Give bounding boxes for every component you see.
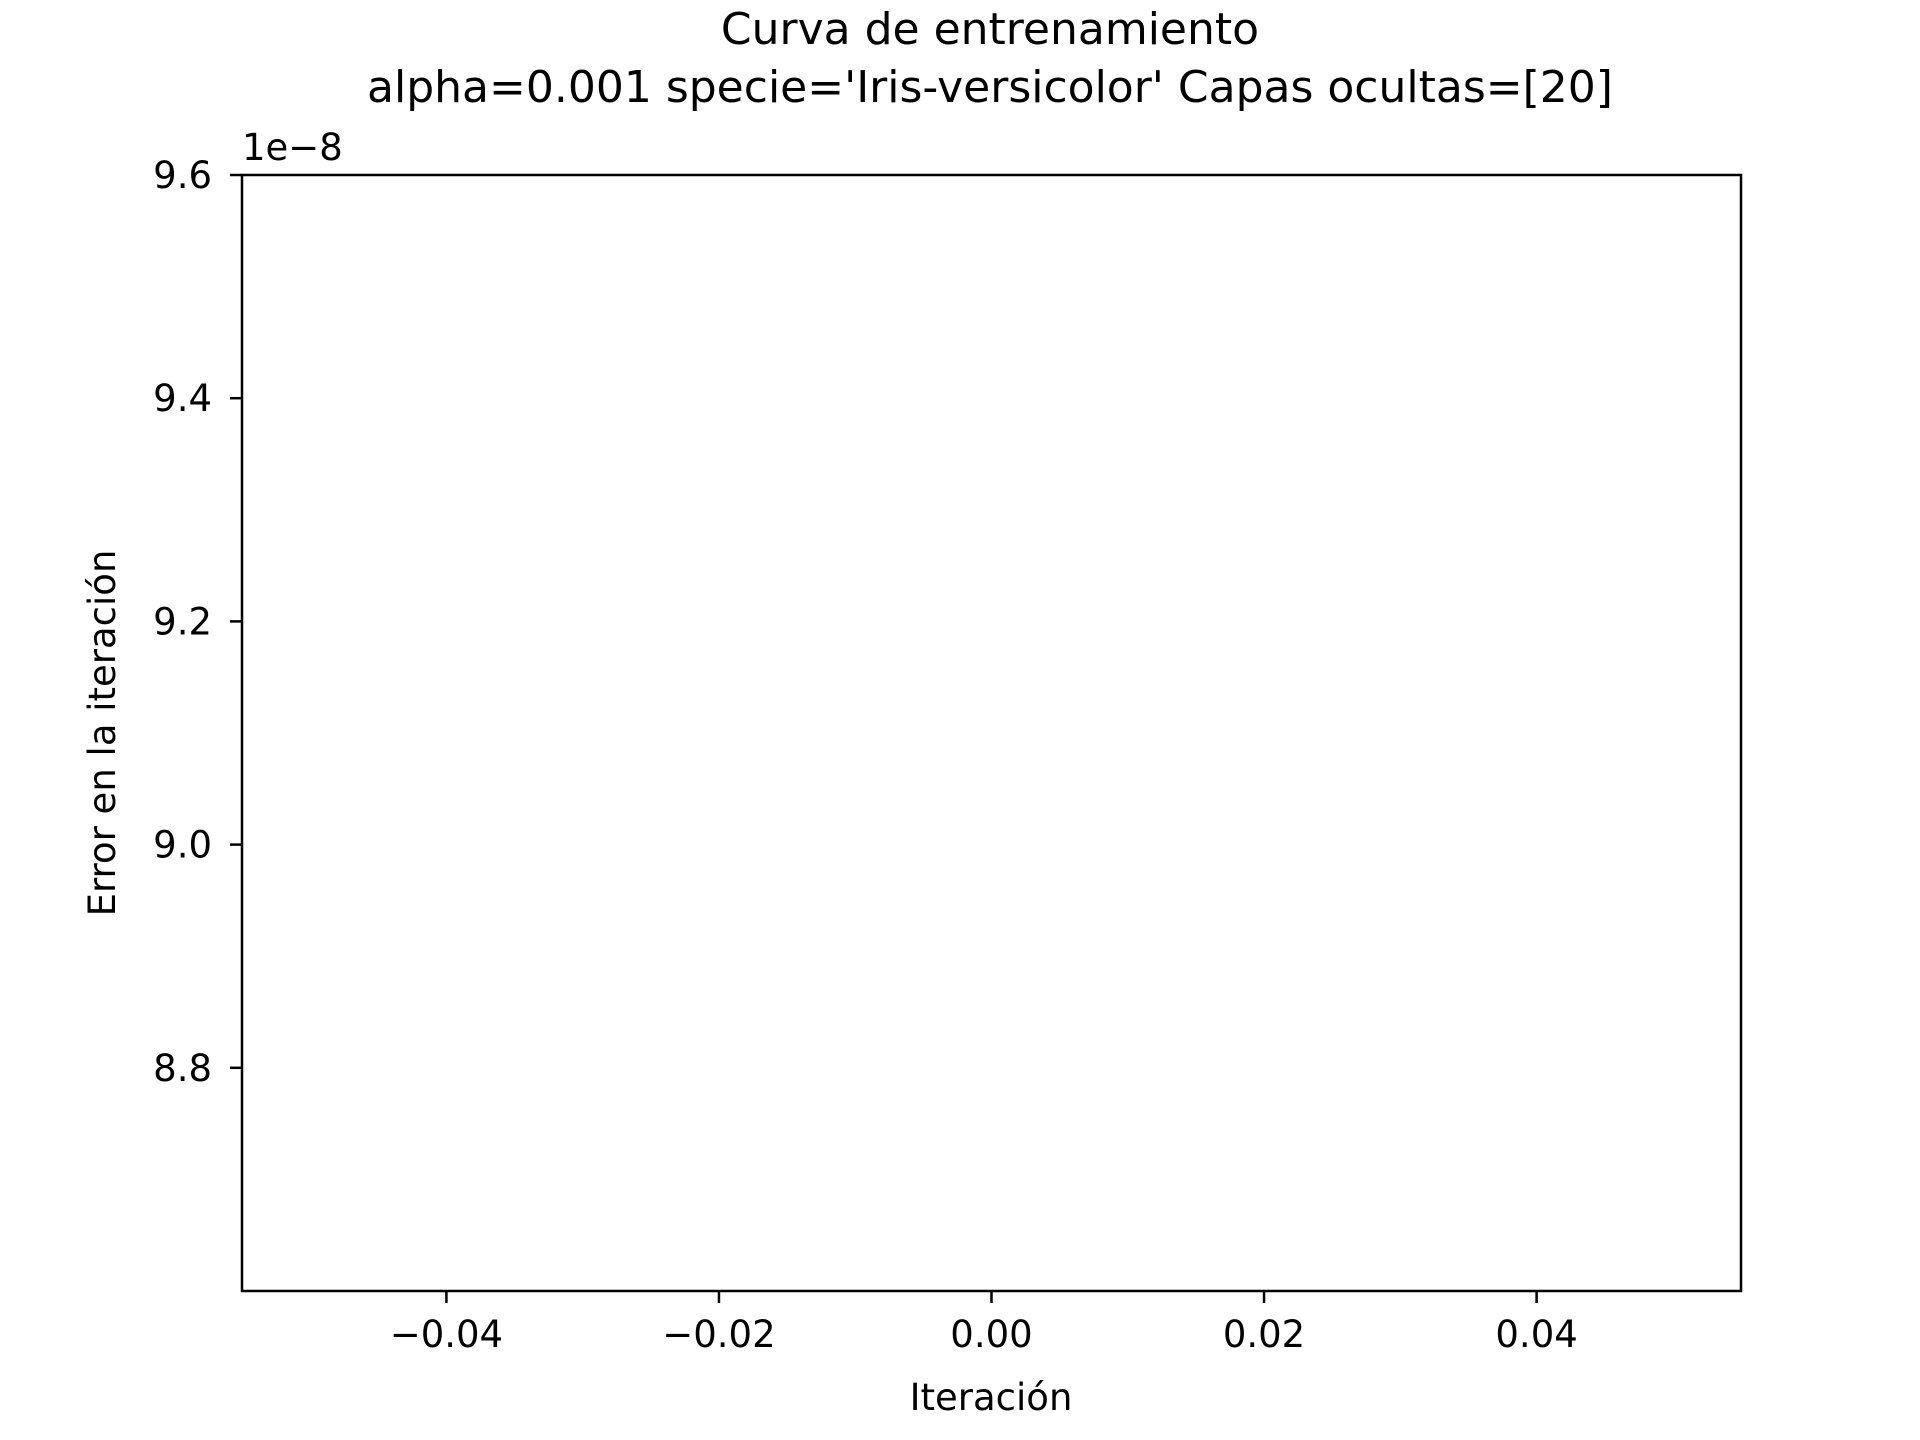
chart-subtitle: alpha=0.001 specie='Iris-versicolor' Cap… [367, 62, 1613, 113]
x-tick-label: 0.00 [950, 1313, 1032, 1356]
y-tick-label: 9.6 [153, 154, 212, 197]
y-axis-label: Error en la iteración [81, 550, 124, 917]
chart-title: Curva de entrenamiento [721, 4, 1259, 55]
y-tick-label: 8.8 [153, 1047, 212, 1090]
x-tick-label: 0.04 [1495, 1313, 1577, 1356]
y-tick-label: 9.0 [153, 824, 212, 867]
x-tick-label: −0.04 [390, 1313, 503, 1356]
y-offset-label: 1e−8 [242, 126, 343, 169]
x-tick-label: 0.02 [1223, 1313, 1305, 1356]
x-axis-ticks: −0.04 −0.02 0.00 0.02 0.04 [390, 1291, 1578, 1356]
x-axis-label: Iteración [910, 1376, 1073, 1419]
y-tick-label: 9.4 [153, 377, 212, 420]
y-axis-ticks: 8.8 9.0 9.2 9.4 9.6 [153, 154, 242, 1090]
x-tick-label: −0.02 [662, 1313, 775, 1356]
y-tick-label: 9.2 [153, 600, 212, 643]
